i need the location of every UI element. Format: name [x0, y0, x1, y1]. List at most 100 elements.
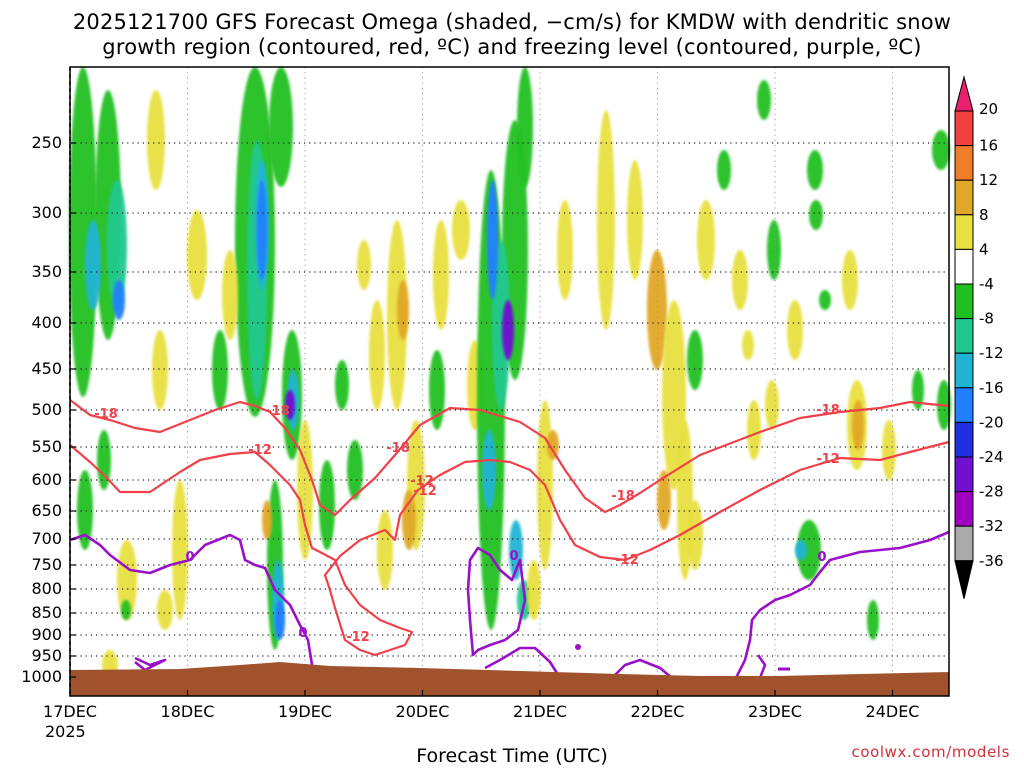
- grid-lines: [70, 67, 949, 696]
- dgz-contour-1: [69, 399, 950, 517]
- omega-cell-35: [369, 300, 385, 410]
- colorbar-label--32: -32: [979, 517, 1004, 535]
- omega-cell-48: [492, 240, 510, 410]
- freezing-label-4: 0: [817, 550, 826, 565]
- credit-text: coolwx.com/models: [851, 743, 1010, 761]
- omega-cell-43: [452, 200, 470, 260]
- omega-cell-60: [647, 250, 667, 370]
- omega-cell-80: [882, 420, 896, 480]
- omega-cell-7: [97, 430, 111, 490]
- colorbar-label-12: 12: [979, 171, 998, 189]
- omega-cell-34: [397, 280, 409, 340]
- omega-cell-82: [932, 130, 950, 170]
- omega-shading: [69, 67, 951, 680]
- omega-cell-23: [285, 390, 295, 420]
- y-tick-label-300: 300: [31, 203, 62, 222]
- omega-cell-49: [487, 180, 498, 300]
- colorbar-swatch-8: [954, 352, 974, 389]
- x-tick-label-19DEC: 19DEC: [278, 702, 332, 721]
- omega-cell-32: [335, 360, 349, 410]
- y-tick-label-650: 650: [31, 501, 62, 520]
- colorbar-swatch-3: [954, 179, 974, 216]
- freezing-level-contour-7: [756, 654, 767, 679]
- omega-cell-87: [687, 500, 703, 570]
- dgz-label-6: -18: [611, 489, 635, 504]
- freezing-level-contour-5: [609, 658, 673, 681]
- freezing-level-contour-6: [733, 530, 950, 681]
- omega-cell-72: [797, 520, 821, 580]
- omega-cell-6: [77, 470, 93, 550]
- omega-cell-38: [377, 510, 393, 590]
- colorbar-label--24: -24: [979, 448, 1004, 466]
- freezing-level-contour-1: [69, 533, 314, 666]
- x-axis-title: Forecast Time (UTC): [416, 745, 608, 767]
- dgz-label-1: -18: [94, 407, 118, 422]
- colorbar-swatch-9: [954, 387, 974, 423]
- omega-cell-39: [433, 220, 449, 330]
- omega-cell-64: [697, 200, 715, 280]
- x-tick-label-20DEC: 20DEC: [395, 702, 450, 721]
- dgz-label-9: -12: [816, 452, 840, 467]
- omega-cell-37: [402, 490, 416, 550]
- freezing-label-1: 0: [185, 550, 194, 565]
- omega-cell-31: [319, 460, 335, 550]
- y-tick-label-750: 750: [31, 555, 62, 574]
- plot-border: [69, 66, 950, 697]
- dgz-label-8: -18: [816, 403, 840, 418]
- omega-cell-59: [627, 160, 643, 280]
- freezing-level-contour-3: [466, 546, 527, 657]
- omega-cell-28: [262, 500, 272, 540]
- omega-cell-17: [269, 67, 293, 187]
- chart-title-line-2: growth region (contoured, red, ºC) and f…: [102, 35, 922, 59]
- omega-cell-9: [187, 210, 207, 300]
- omega-cell-11: [172, 480, 188, 620]
- colorbar-label--36: -36: [979, 552, 1004, 570]
- x-tick-label-17DEC: 17DEC: [43, 702, 97, 721]
- omega-cell-44: [357, 240, 371, 290]
- colorbar-label--16: -16: [979, 379, 1004, 397]
- omega-cell-55: [547, 430, 559, 460]
- colorbar: 20 16 12 8 4 -4 -8 -12 -16 -20 -24 -28 -32 -36: [954, 75, 1004, 599]
- omega-cell-50: [502, 300, 514, 360]
- colorbar-label-4: 4: [979, 240, 989, 258]
- dgz-contour-2: [69, 440, 950, 657]
- terrain-fill: [70, 662, 949, 696]
- omega-cell-1: [69, 67, 97, 397]
- colorbar-bottom-arrow: [954, 560, 974, 599]
- omega-cell-71: [787, 300, 803, 360]
- plot-frame: [69, 66, 950, 697]
- colorbar-label--8: -8: [979, 310, 994, 328]
- omega-cell-8: [147, 90, 165, 190]
- omega-cell-69: [767, 220, 781, 280]
- omega-cell-29: [212, 330, 228, 410]
- omega-cell-74: [807, 150, 823, 190]
- y-tick-label-500: 500: [31, 400, 62, 419]
- y-tick-label-250: 250: [31, 133, 62, 152]
- omega-cell-81: [912, 370, 924, 410]
- omega-cell-15: [121, 600, 131, 620]
- omega-cell-58: [597, 110, 615, 330]
- y-tick-label-950: 950: [31, 646, 62, 665]
- year-label: 2025: [45, 722, 86, 741]
- colorbar-label--20: -20: [979, 413, 1004, 431]
- omega-cell-65: [717, 150, 731, 190]
- omega-cell-4: [85, 220, 101, 310]
- omega-cell-75: [809, 200, 823, 230]
- y-tick-label-600: 600: [31, 470, 62, 489]
- omega-cell-12: [117, 540, 137, 620]
- colorbar-swatch-7: [954, 318, 974, 354]
- x-tick-label-22DEC: 22DEC: [630, 702, 685, 721]
- freezing-label-3: 0: [509, 549, 518, 564]
- colorbar-label--4: -4: [979, 275, 994, 293]
- omega-cell-20: [257, 180, 267, 280]
- y-tick-label-550: 550: [31, 437, 62, 456]
- colorbar-label--12: -12: [979, 344, 1004, 362]
- omega-cell-10: [152, 330, 168, 410]
- colorbar-label-16: 16: [979, 137, 998, 155]
- dgz-label-11: -12: [410, 474, 434, 489]
- omega-cell-13: [157, 590, 173, 630]
- omega-cell-62: [657, 470, 671, 530]
- omega-cell-86: [842, 250, 858, 310]
